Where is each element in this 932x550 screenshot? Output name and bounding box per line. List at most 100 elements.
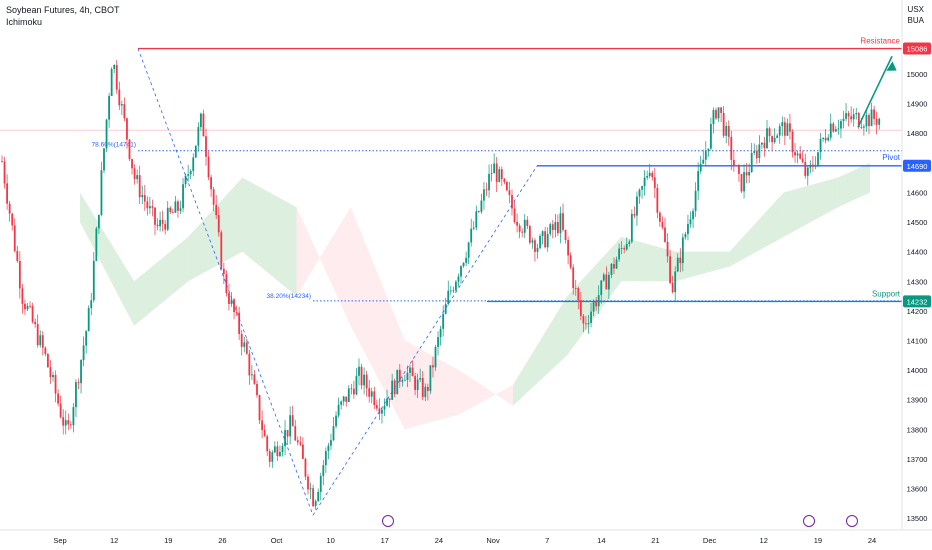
candle-body [646,176,649,178]
candle-body [569,255,572,268]
candle-body [3,161,6,184]
candle-body [215,204,218,216]
candle-body [878,118,881,125]
candle-body [57,393,59,404]
candle-body [544,231,547,248]
symbol-title[interactable]: Soybean Futures, 4h, CBOT [6,5,120,15]
candle-body [225,274,228,294]
candle-body [852,114,855,120]
candle-body [472,227,475,229]
candle-body [579,300,582,316]
price-tick-label: 14000 [907,366,928,375]
candle-body [615,259,618,269]
candle-body [212,189,215,205]
candle-body [648,172,651,177]
candle-body [666,241,669,257]
candle-body [638,189,641,197]
indicator-label[interactable]: Ichimoku [6,17,43,27]
candle-body [360,366,363,386]
candle-body [409,367,411,373]
candle-body [24,303,26,310]
candle-body [350,388,353,390]
candle-body [559,213,562,234]
candle-body [398,369,401,382]
candle-body [207,156,210,178]
candle-body [177,201,179,211]
candle-body [684,234,687,238]
time-tick-label: 17 [381,536,389,545]
candle-body [669,256,671,283]
candle-body [694,190,697,211]
candle-body [745,172,748,176]
candle-body [457,276,460,282]
candle-body [585,323,587,325]
candle-body [228,293,230,304]
candles [1,60,881,510]
candle-body [90,300,93,309]
candle-body [281,446,284,452]
candle-body [845,113,847,119]
candle-body [490,173,493,175]
candle-body [587,323,590,325]
candle-body [85,331,88,346]
price-tick-label: 14100 [907,337,928,346]
candle-body [444,304,447,314]
candle-body [217,215,220,233]
candle-body [77,382,80,384]
split-event-icon [382,515,394,527]
candle-body [870,109,873,127]
candle-body [837,128,840,130]
candle-body [503,179,506,183]
candle-body [233,299,235,312]
resistance-label: Resistance [860,37,900,46]
cloud-segment [567,236,622,356]
price-tick-label: 14800 [907,129,928,138]
time-axis[interactable]: Sep 12 19 26 Oct 10 17 24 Nov 7 14 21 Dec 12 19 24 [53,536,876,545]
candle-body [18,261,21,289]
time-tick-label: 7 [545,536,549,545]
candle-body [378,408,381,414]
candle-body [115,65,118,90]
candle-body [276,446,279,457]
candle-body [679,257,682,264]
candle-body [317,491,320,502]
candle-body [120,104,123,106]
time-tick-label: Oct [271,536,284,545]
candle-body [248,353,251,376]
candle-body [210,177,212,190]
candle-body [347,388,350,402]
candle-body [447,290,450,305]
candle-body [284,430,286,447]
candle-body [406,372,409,380]
unit-label[interactable]: BUA [907,16,924,25]
candle-body [704,150,707,160]
candle-body [674,271,677,293]
candle-body [783,122,786,136]
candle-body [834,129,837,132]
candle-body [656,188,659,213]
time-tick-label: Sep [53,536,66,545]
ichimoku-cloud [80,162,870,430]
candle-body [197,127,200,146]
candle-body [258,395,261,421]
candle-body [256,383,258,396]
price-axis[interactable]: 13500 13600 13700 13800 13900 14000 14100 14200… [903,40,931,523]
candle-body [513,208,516,222]
candle-body [294,426,297,441]
candle-body [493,163,496,174]
candle-body [516,221,518,226]
currency-label[interactable]: USX [907,5,924,14]
cloud-segment [621,236,676,282]
target-arrow-head [886,61,897,71]
candle-body [220,232,223,269]
candle-body [375,405,378,409]
price-tick-label: 13900 [907,396,928,405]
candle-body [442,313,445,329]
candle-body [582,315,585,324]
candle-body [465,257,467,263]
candle-body [419,377,422,380]
candle-body [498,169,501,182]
candle-body [373,391,376,406]
candle-body [875,118,878,125]
